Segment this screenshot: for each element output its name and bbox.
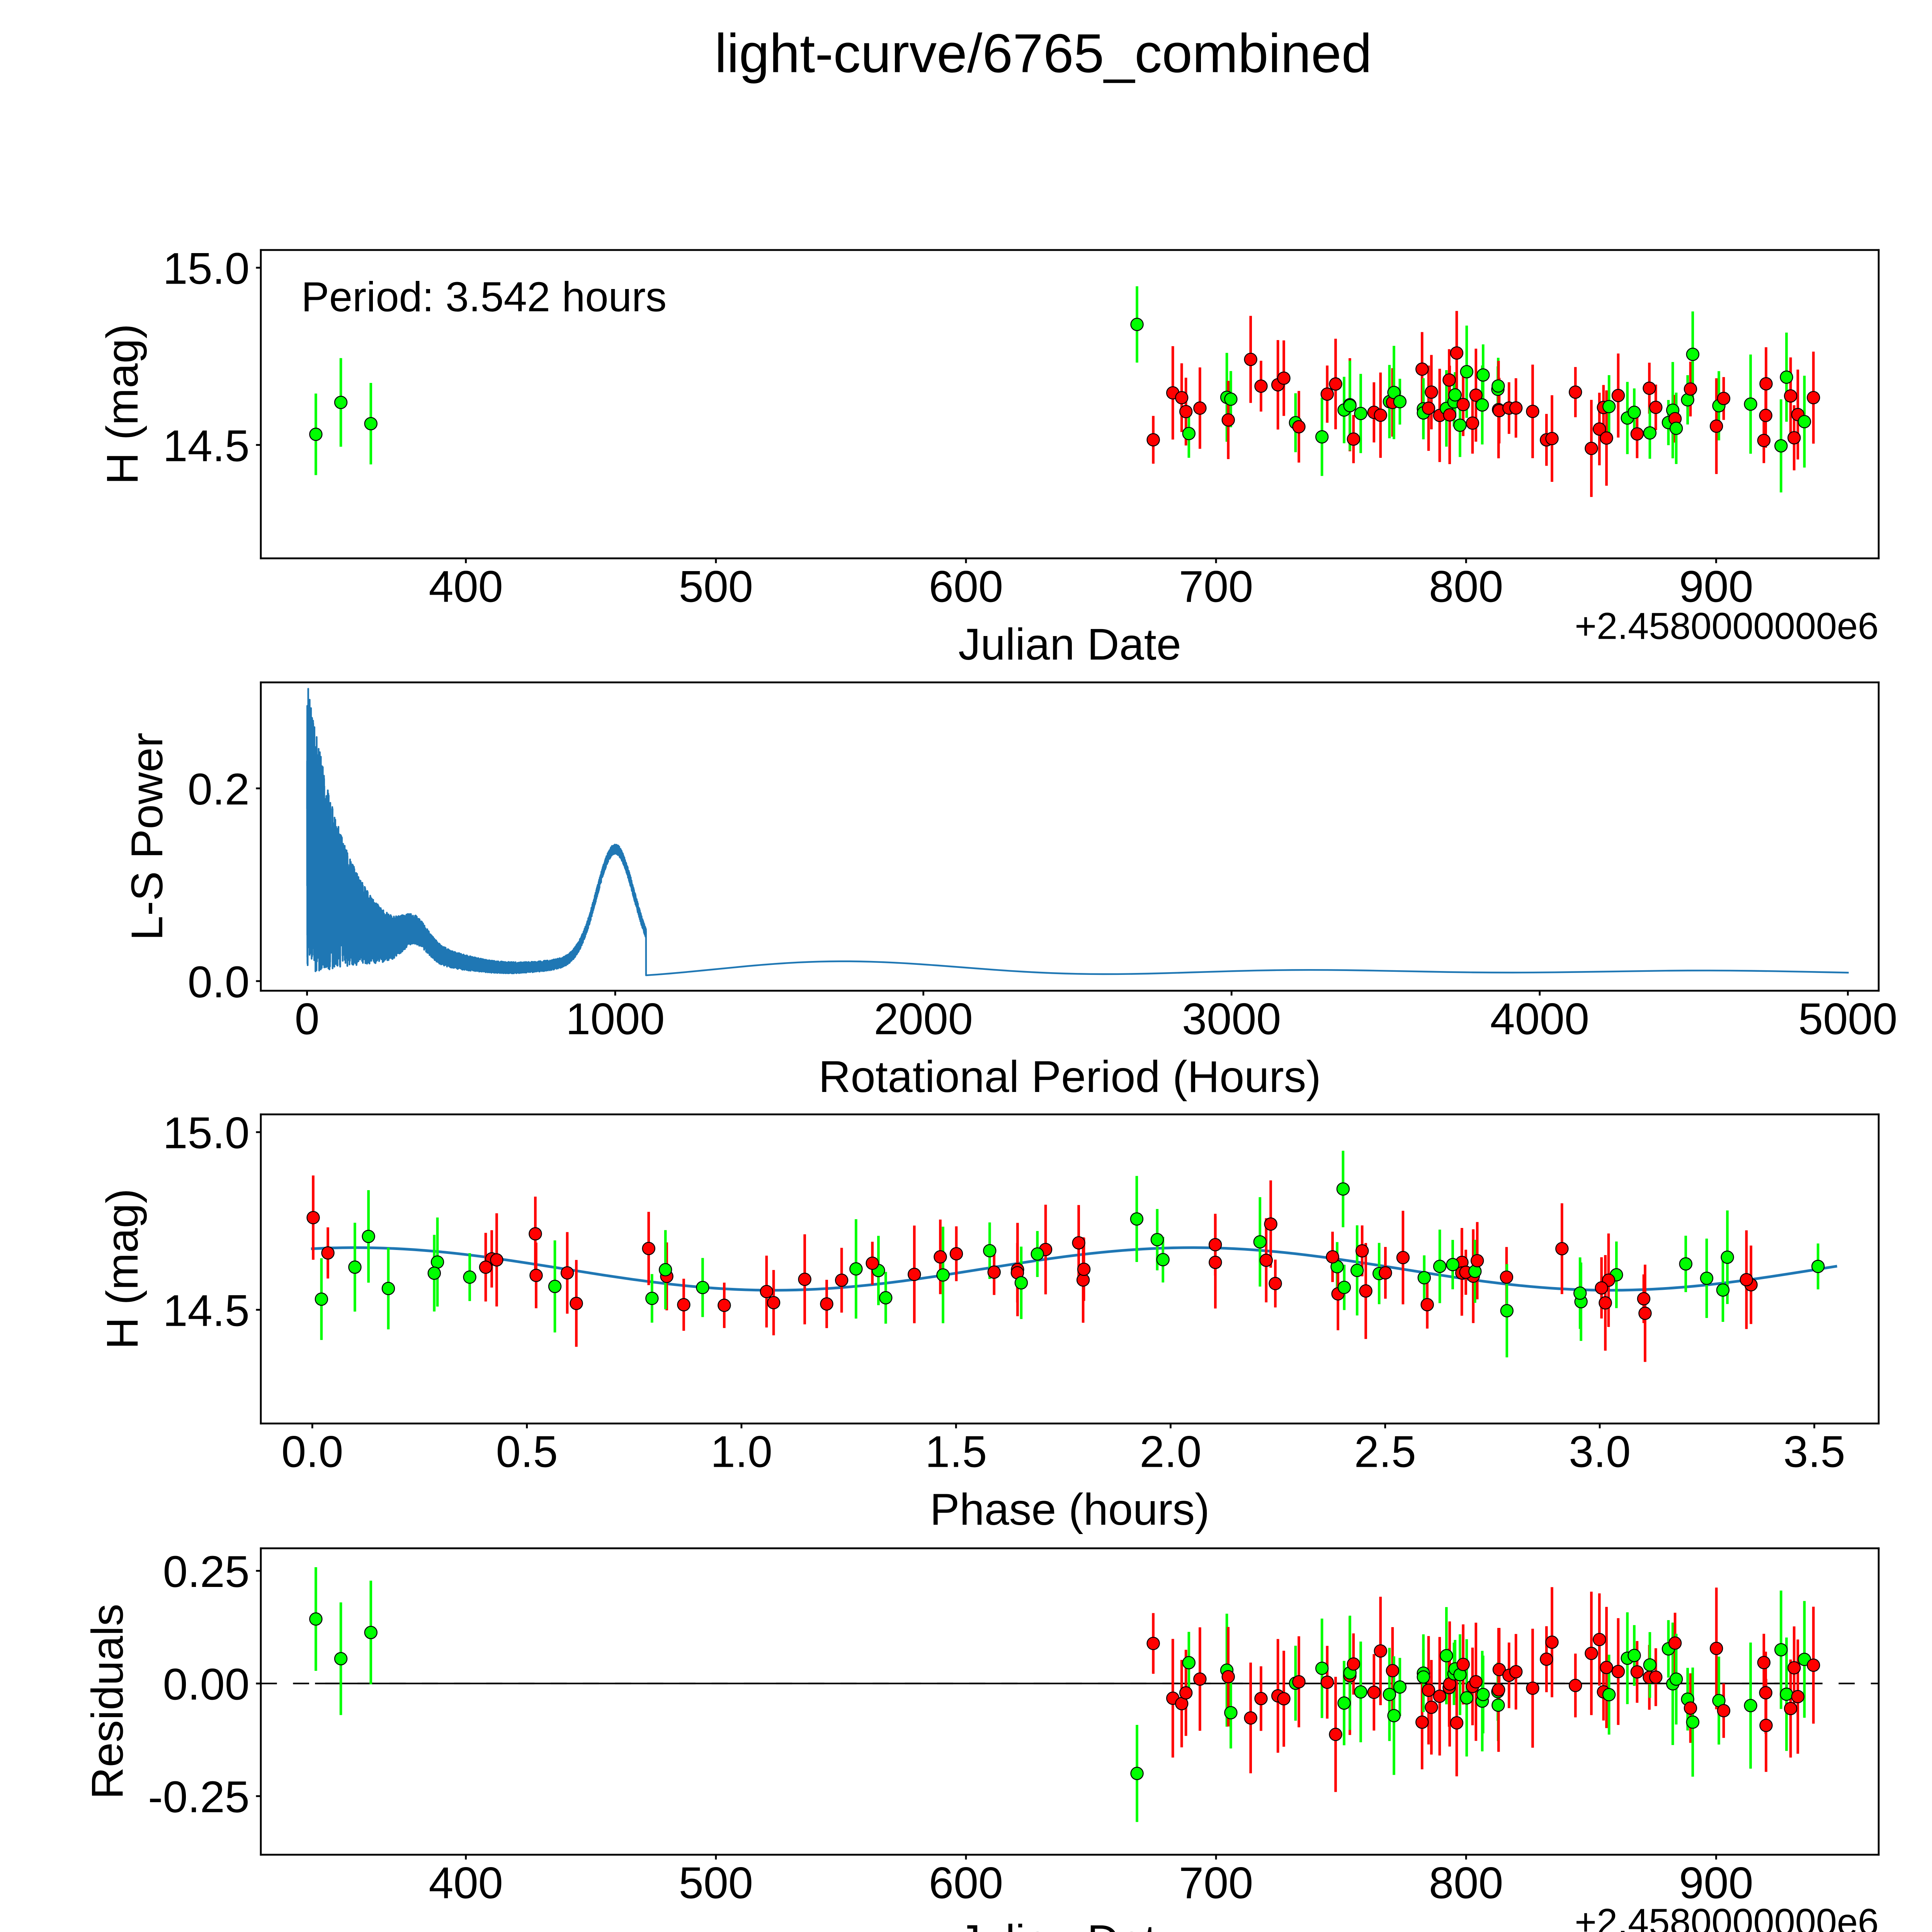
svg-text:600: 600 — [929, 1859, 1003, 1908]
svg-text:0.0: 0.0 — [188, 957, 250, 1007]
svg-text:400: 400 — [429, 562, 503, 612]
svg-text:0: 0 — [295, 995, 320, 1044]
svg-text:3000: 3000 — [1182, 995, 1281, 1044]
svg-text:L-S Power: L-S Power — [122, 733, 172, 940]
svg-text:light-curve/6765_combined: light-curve/6765_combined — [715, 23, 1372, 84]
svg-text:2.5: 2.5 — [1354, 1427, 1416, 1477]
svg-text:Phase (hours): Phase (hours) — [930, 1485, 1210, 1534]
svg-text:Residuals: Residuals — [83, 1604, 133, 1799]
svg-text:4000: 4000 — [1490, 995, 1589, 1044]
svg-text:14.5: 14.5 — [163, 421, 249, 471]
svg-text:+2.4580000000e6: +2.4580000000e6 — [1575, 605, 1879, 647]
svg-text:14.5: 14.5 — [163, 1286, 249, 1336]
svg-text:0.0: 0.0 — [281, 1427, 343, 1477]
svg-text:900: 900 — [1679, 562, 1753, 612]
svg-text:800: 800 — [1429, 1859, 1503, 1908]
svg-text:Period: 3.542 hours: Period: 3.542 hours — [301, 273, 667, 320]
svg-text:400: 400 — [429, 1859, 503, 1908]
svg-text:2.0: 2.0 — [1139, 1427, 1201, 1477]
svg-text:900: 900 — [1679, 1859, 1753, 1908]
svg-text:700: 700 — [1179, 562, 1253, 612]
svg-text:500: 500 — [679, 562, 753, 612]
svg-text:+2.4580000000e6: +2.4580000000e6 — [1575, 1901, 1879, 1932]
svg-text:0.2: 0.2 — [188, 765, 250, 814]
svg-text:0.5: 0.5 — [496, 1427, 558, 1477]
svg-text:600: 600 — [929, 562, 1003, 612]
svg-text:-0.25: -0.25 — [148, 1772, 250, 1822]
svg-text:0.25: 0.25 — [163, 1547, 249, 1597]
svg-text:1.0: 1.0 — [711, 1427, 772, 1477]
svg-text:H (mag): H (mag) — [98, 324, 147, 485]
svg-text:2000: 2000 — [874, 995, 973, 1044]
svg-text:15.0: 15.0 — [163, 244, 249, 294]
svg-text:1.5: 1.5 — [925, 1427, 987, 1477]
svg-text:5000: 5000 — [1798, 995, 1897, 1044]
svg-text:Julian Date: Julian Date — [958, 1916, 1181, 1932]
svg-text:H (mag): H (mag) — [98, 1189, 147, 1349]
svg-text:500: 500 — [679, 1859, 753, 1908]
svg-text:Rotational Period (Hours): Rotational Period (Hours) — [818, 1052, 1321, 1102]
svg-text:3.0: 3.0 — [1569, 1427, 1631, 1477]
svg-text:0.00: 0.00 — [163, 1660, 249, 1709]
svg-text:Julian Date: Julian Date — [958, 620, 1181, 669]
svg-text:800: 800 — [1429, 562, 1503, 612]
svg-text:3.5: 3.5 — [1783, 1427, 1845, 1477]
svg-text:700: 700 — [1179, 1859, 1253, 1908]
svg-text:1000: 1000 — [566, 995, 665, 1044]
svg-text:15.0: 15.0 — [163, 1109, 249, 1158]
